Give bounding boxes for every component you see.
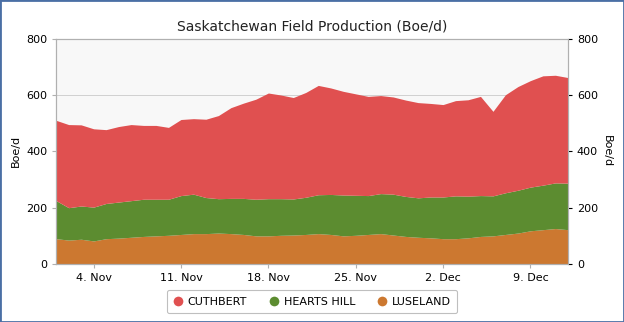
Title: Saskatchewan Field Production (Boe/d): Saskatchewan Field Production (Boe/d) — [177, 19, 447, 33]
Y-axis label: Boe/d: Boe/d — [11, 135, 21, 167]
Legend: CUTHBERT, HEARTS HILL, LUSELAND: CUTHBERT, HEARTS HILL, LUSELAND — [167, 290, 457, 313]
Y-axis label: Boe/d: Boe/d — [602, 135, 612, 167]
